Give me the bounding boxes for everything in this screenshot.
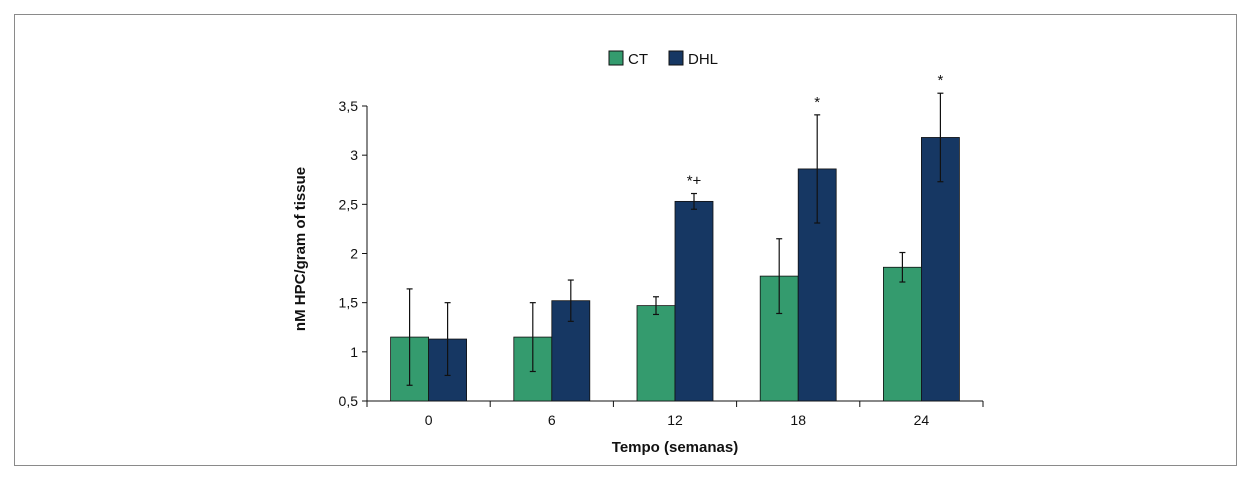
significance-marker: *: [937, 72, 943, 89]
significance-marker: *+: [687, 173, 702, 190]
significance-marker: *: [814, 94, 820, 111]
x-tick-label: 24: [914, 412, 930, 428]
y-tick-label: 0,5: [339, 393, 359, 409]
legend-swatch-dhl: [668, 50, 684, 66]
x-tick-label: 6: [548, 412, 556, 428]
y-tick-label: 2: [350, 246, 358, 262]
bar-ct: [883, 266, 922, 402]
legend-label-ct: CT: [628, 51, 648, 68]
y-axis-title: nM HPC/gram of tissue: [292, 167, 309, 331]
legend-label-dhl: DHL: [688, 51, 718, 68]
legend-swatch-ct: [608, 50, 624, 66]
x-tick-label: 0: [425, 412, 433, 428]
x-tick-label: 12: [667, 412, 683, 428]
plot-area: 0,5 1 1,5 2 2,5 3 3,5 0 6 12 *+ 18 * 24 *: [339, 72, 984, 428]
bar-dhl: [674, 200, 714, 402]
bar-ct: [636, 305, 676, 402]
y-tick-label: 3,5: [339, 98, 359, 114]
y-tick-label: 1,5: [339, 295, 359, 311]
y-tick-label: 2,5: [339, 196, 359, 212]
x-tick-label: 18: [790, 412, 806, 428]
y-tick-label: 1: [350, 344, 358, 360]
y-tick-label: 3: [350, 147, 358, 163]
legend: CT DHL: [608, 50, 718, 68]
x-axis-title: Tempo (semanas): [612, 439, 738, 456]
chart-frame: [14, 14, 1237, 466]
